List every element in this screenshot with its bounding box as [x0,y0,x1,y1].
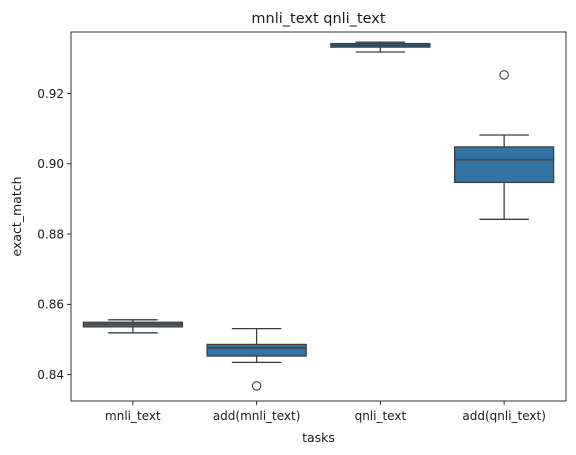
plot-frame [70,31,567,402]
x-tick-label: add(mnli_text) [213,409,301,423]
box-group-3 [453,70,555,220]
box-group-0 [82,319,184,334]
y-tick-label: 0.92 [37,87,64,101]
box-group-1 [206,327,307,391]
box-group-2 [330,41,431,53]
outlier-point [499,70,509,80]
x-tick-label: qnli_text [355,409,407,423]
y-tick-label: 0.86 [37,298,64,312]
x-axis-label: tasks [302,430,335,445]
y-axis: 0.84 0.86 0.88 0.90 0.92 [37,87,71,382]
y-axis-label: exact_match [9,176,24,256]
y-tick-label: 0.90 [37,157,64,171]
x-tick-label: mnli_text [105,409,161,423]
y-tick-label: 0.84 [37,368,64,382]
x-tick-label: add(qnli_text) [462,409,546,423]
outlier-point [251,381,262,391]
box-iqr [453,146,555,184]
chart-title: mnli_text qnli_text [251,11,385,27]
box-iqr [206,343,307,357]
plot-area [70,31,567,402]
x-axis: mnli_text add(mnli_text) qnli_text add(qnli… [105,401,546,423]
y-tick-label: 0.88 [37,227,64,241]
